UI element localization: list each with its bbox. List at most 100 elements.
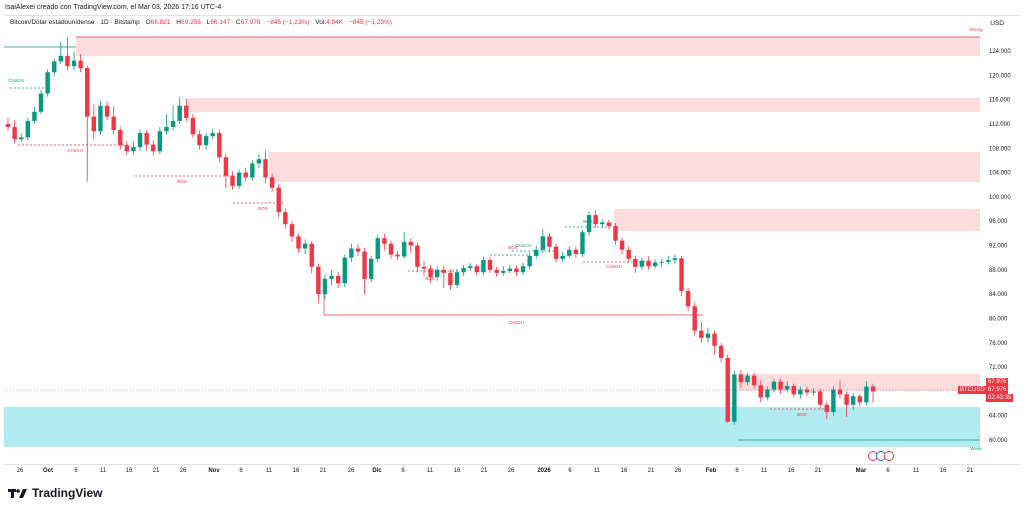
x-tick-label: 2026: [537, 468, 551, 474]
candle-body: [289, 224, 295, 237]
candle-body: [864, 386, 869, 403]
candle-body: [197, 134, 202, 146]
low-label: L: [206, 19, 211, 26]
y-tick-label: 104.000: [989, 171, 1011, 177]
volume-change: −845 (−1,23%): [348, 19, 392, 26]
candle-body: [170, 120, 176, 127]
tradingview-logo-icon: [8, 489, 27, 498]
x-tick-label: 26: [348, 468, 355, 474]
candle-body: [382, 238, 387, 244]
candle-body: [831, 389, 836, 413]
candle-body: [296, 236, 301, 249]
y-tick-label: 88.000: [989, 268, 1008, 274]
candle-body: [494, 269, 499, 273]
x-tick-label: 11: [761, 468, 768, 474]
x-tick-label: 16: [788, 468, 795, 474]
low-value: 66.147: [210, 19, 231, 26]
candle-body: [434, 269, 440, 278]
x-tick-label: 26: [508, 468, 515, 474]
candle-body: [342, 257, 347, 284]
price-tag-1: 67.976: [986, 378, 1009, 386]
candle-body: [725, 357, 730, 422]
candle-body: [210, 133, 215, 137]
symbol-title[interactable]: Bitcoin/Dólar estadounidense · 1D · Bits…: [10, 19, 140, 26]
candle-body: [236, 172, 242, 186]
candle-body: [844, 394, 849, 405]
candle-body: [118, 130, 123, 146]
supply-zone-5: [738, 374, 980, 391]
countdown-tag: 02:43:35: [986, 394, 1014, 402]
candle-body: [217, 133, 222, 158]
candle-body: [652, 262, 658, 267]
candle-body: [745, 375, 750, 383]
candle-body: [85, 68, 90, 117]
candle-body: [593, 215, 598, 225]
y-tick-label: 60.000: [989, 438, 1008, 444]
candle-body: [269, 177, 275, 188]
candle-body: [65, 55, 70, 67]
structure-label: BOS: [258, 206, 268, 211]
x-axis[interactable]: 26 Oct 6 11 16 21 26 Nov 6 11 16 21 26 Dic 6 11 16 21 26 20…: [17, 468, 974, 474]
high-label: H: [176, 19, 181, 26]
candle-body: [151, 144, 156, 152]
candle-body: [553, 246, 559, 259]
candle-body: [362, 251, 367, 279]
candle-body: [256, 159, 262, 164]
candle-body: [804, 389, 810, 393]
candle-body: [302, 243, 308, 249]
y-tick-label: 108.000: [989, 146, 1011, 152]
x-tick-label: Oct: [43, 468, 53, 474]
x-tick-label: 21: [648, 468, 655, 474]
candle-body: [784, 385, 790, 390]
candle-body: [765, 389, 770, 398]
candle-body: [817, 391, 823, 405]
candle-body: [540, 236, 546, 250]
candle-body: [487, 260, 493, 270]
y-tick-label: 112.000: [989, 122, 1011, 128]
x-tick-label: 11: [266, 468, 273, 474]
candle-body: [705, 333, 711, 338]
y-axis[interactable]: 124.000 120.000 116.000 112.000 108.000 104.0…: [989, 49, 1011, 444]
x-tick-label: 21: [967, 468, 974, 474]
candle-body: [771, 381, 777, 390]
candle-body: [567, 249, 572, 256]
x-tick-label: Nov: [208, 468, 220, 474]
candle-body: [527, 255, 532, 267]
y-tick-label: 72.000: [989, 365, 1008, 371]
structure-annotations: CHoCHCHoCHBOSBOSBOSBOSCHoCHCHoCHBOSBOSCH…: [8, 27, 983, 451]
candle-body: [203, 136, 209, 146]
candle-body: [329, 275, 334, 279]
supply-zone-3: [269, 152, 980, 182]
supply-zone-4: [614, 209, 980, 231]
x-tick-label: 26: [675, 468, 682, 474]
candle-body: [263, 159, 268, 178]
candle-body: [111, 116, 116, 131]
candle-body: [580, 232, 585, 255]
candle-body: [468, 266, 473, 268]
candle-body: [19, 137, 24, 140]
tradingview-logo[interactable]: TradingView: [8, 486, 102, 500]
candle-body: [692, 306, 697, 331]
candle-body: [177, 105, 182, 121]
structure-label: CHoCH: [67, 148, 83, 153]
candle-body: [560, 255, 565, 259]
candle-body: [606, 222, 612, 227]
symbol-price-tag: BTCUSD: [958, 386, 987, 394]
event-icon-3[interactable]: [884, 451, 894, 461]
candle-body: [52, 61, 57, 73]
close-value: 67.976: [240, 19, 261, 26]
y-tick-label: 64.000: [989, 414, 1008, 420]
volume-value: 4,94K: [326, 19, 344, 26]
structure-label: BOS: [508, 245, 518, 250]
symbol-legend: Bitcoin/Dólar estadounidense · 1D · Bits…: [10, 19, 392, 26]
y-tick-label: 92.000: [989, 244, 1008, 250]
structure-label: CHoCH: [508, 320, 524, 325]
structure-label: Strong: [969, 27, 983, 32]
candle-body: [388, 243, 394, 255]
currency-label[interactable]: USD: [990, 20, 1004, 27]
x-tick-label: 16: [293, 468, 300, 474]
candle-body: [78, 60, 83, 69]
candle-body: [355, 248, 361, 252]
candle-body: [408, 241, 413, 246]
